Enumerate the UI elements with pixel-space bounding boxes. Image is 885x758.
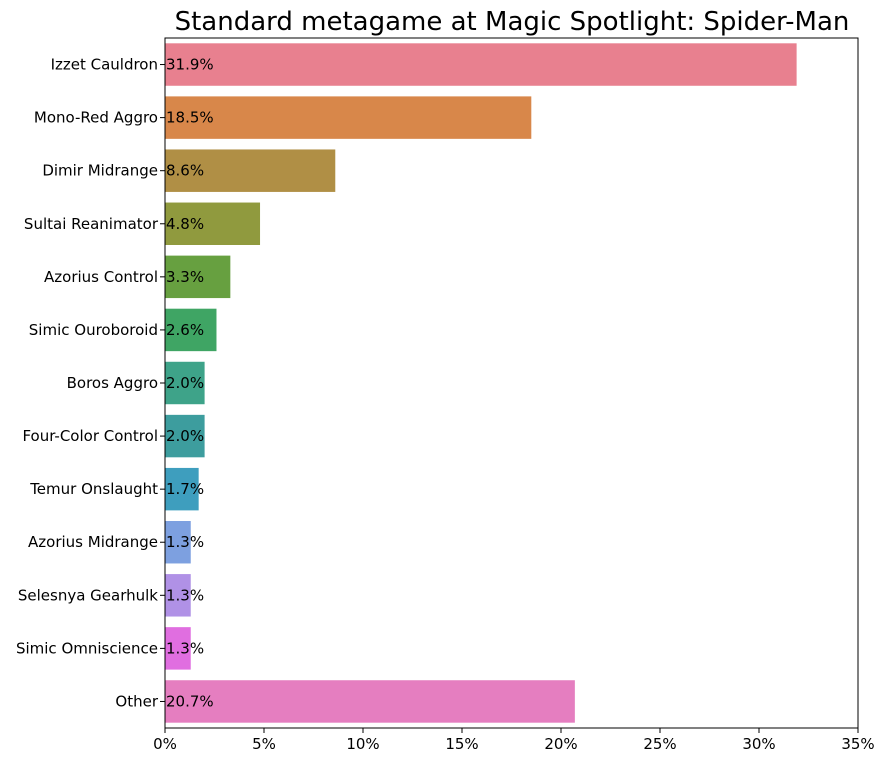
plot-frame [164, 37, 859, 729]
category-label: Four-Color Control [22, 427, 158, 445]
bar [165, 149, 336, 192]
x-tick-label: 20% [544, 735, 577, 753]
category-label: Simic Omniscience [16, 639, 158, 657]
category-label: Dimir Midrange [42, 162, 158, 180]
bar [165, 414, 205, 458]
value-label: 20.7% [166, 692, 214, 710]
bars-group [165, 43, 797, 723]
bar [165, 680, 575, 723]
bar [165, 255, 231, 299]
value-label: 2.6% [166, 321, 204, 339]
category-label: Azorius Control [44, 268, 158, 286]
bar [165, 521, 191, 564]
value-label: 8.6% [166, 162, 204, 180]
bar [165, 467, 199, 511]
bar [165, 361, 205, 405]
value-label: 18.5% [166, 109, 214, 127]
value-label: 3.3% [166, 268, 204, 286]
category-label: Selesnya Gearhulk [18, 586, 158, 604]
chart-title: Standard metagame at Magic Spotlight: Sp… [175, 7, 850, 37]
category-label: Azorius Midrange [28, 533, 158, 551]
category-label: Sultai Reanimator [24, 215, 159, 233]
value-label: 1.3% [166, 533, 204, 551]
x-tick-label: 30% [742, 735, 775, 753]
category-label: Mono-Red Aggro [34, 109, 158, 127]
x-tick-label: 25% [643, 735, 676, 753]
bar [165, 202, 261, 245]
bar [165, 627, 191, 670]
x-axis-ticks: 0% 5% 10% 15% 20% 25% 30% 35% [153, 728, 875, 753]
category-label: Other [115, 692, 158, 710]
x-tick-label: 35% [841, 735, 874, 753]
value-label: 4.8% [166, 215, 204, 233]
value-label: 31.9% [166, 56, 214, 74]
category-label: Boros Aggro [67, 374, 158, 392]
bar [165, 43, 797, 86]
x-tick-label: 0% [153, 735, 177, 753]
bar [165, 96, 532, 139]
bar [165, 308, 217, 352]
value-label: 1.7% [166, 480, 204, 498]
value-label: 1.3% [166, 586, 204, 604]
category-label: Temur Onslaught [29, 480, 158, 498]
value-label: 2.0% [166, 427, 204, 445]
x-tick-label: 10% [346, 735, 379, 753]
category-label: Simic Ouroboroid [29, 321, 158, 339]
category-label: Izzet Cauldron [51, 56, 158, 74]
bar [165, 574, 191, 617]
category-labels: Izzet Cauldron Mono-Red Aggro Dimir Midran… [16, 56, 165, 710]
x-tick-label: 5% [252, 735, 276, 753]
x-tick-label: 15% [445, 735, 478, 753]
value-label: 2.0% [166, 374, 204, 392]
value-labels: 31.9% 18.5% 8.6% 4.8% 3.3% 2.6% 2.0% 2.0% 1.7% 1.… [166, 56, 214, 711]
value-label: 1.3% [166, 639, 204, 657]
